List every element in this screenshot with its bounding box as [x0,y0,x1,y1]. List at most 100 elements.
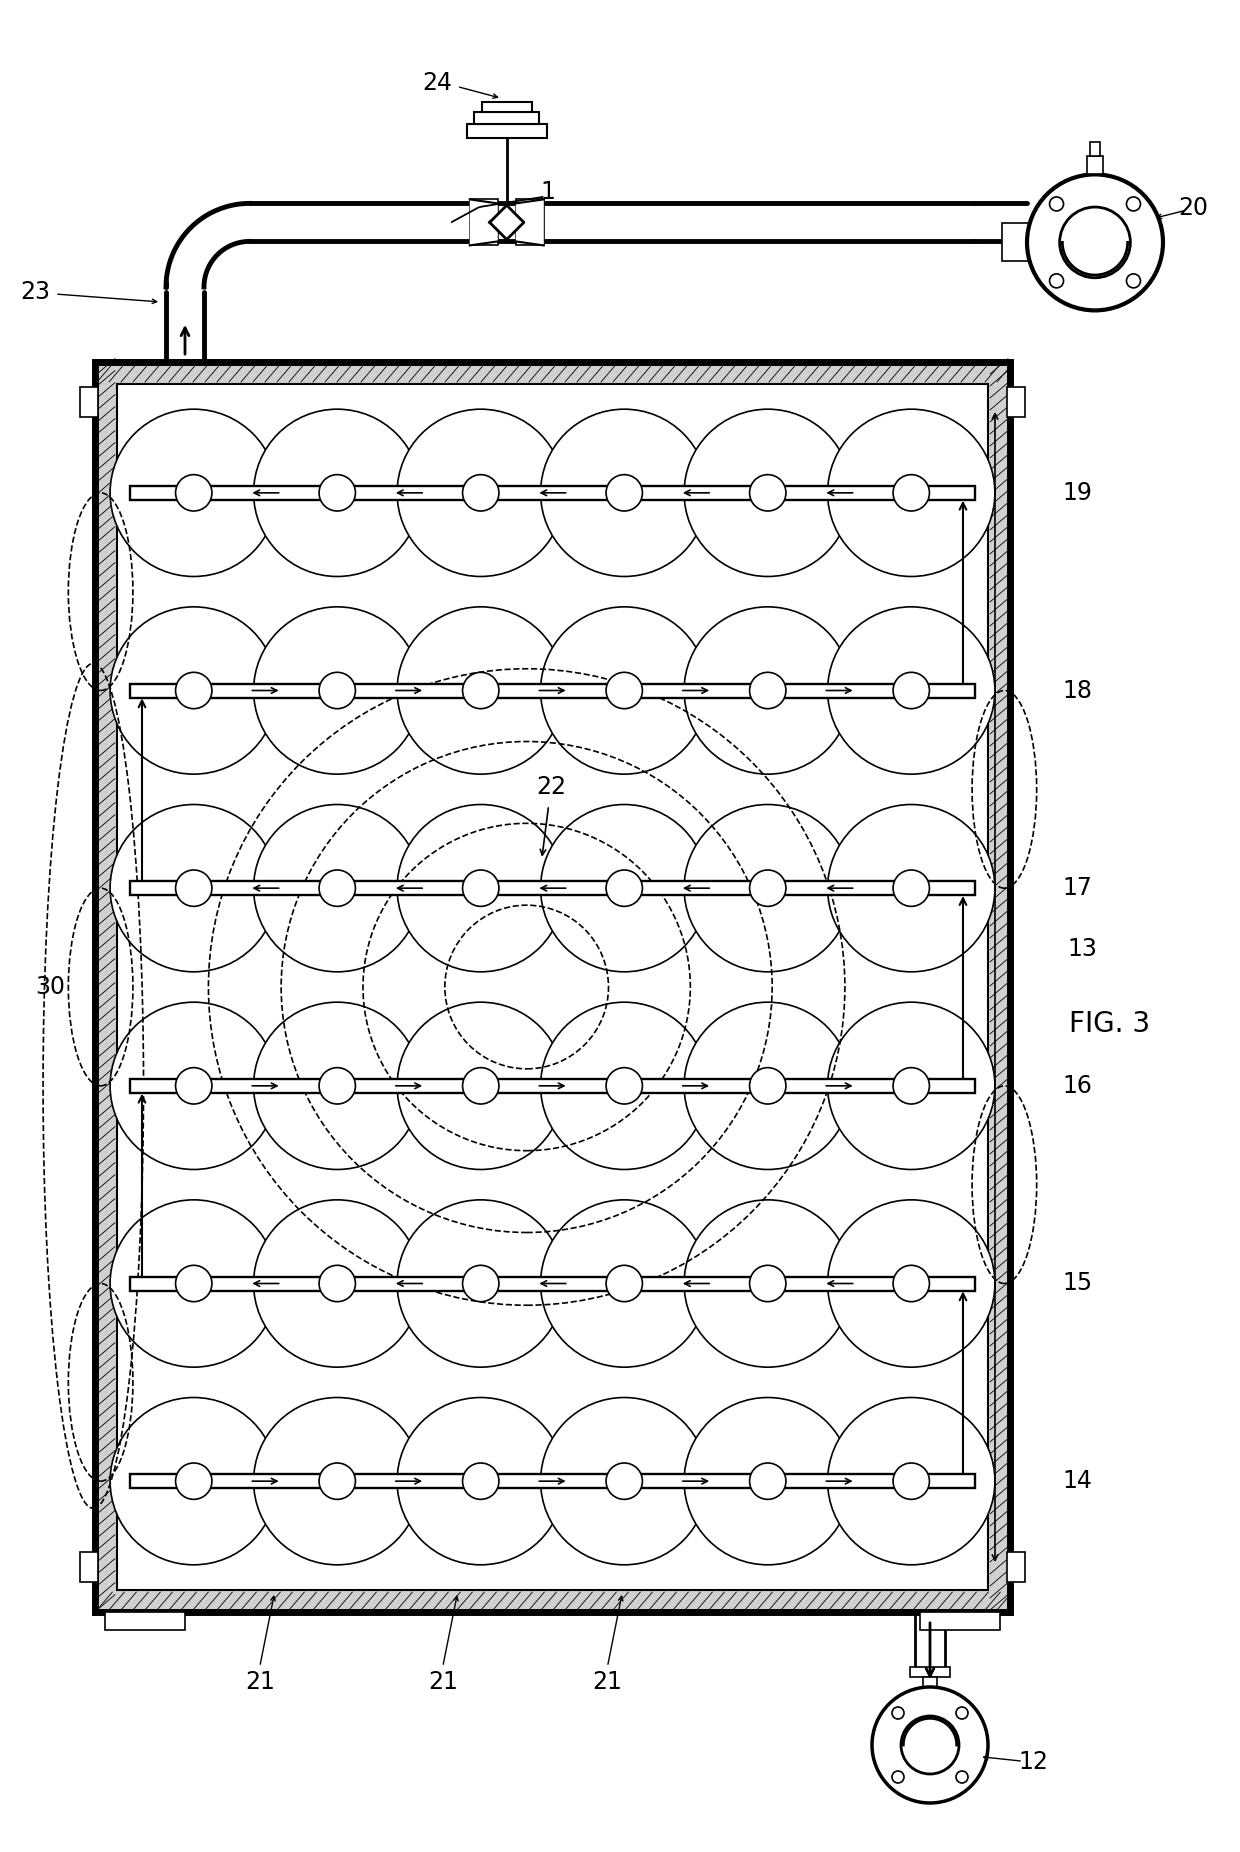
Polygon shape [516,200,544,246]
Circle shape [606,870,642,906]
Bar [130,1276,975,1291]
Text: 13: 13 [1066,937,1097,961]
Circle shape [749,672,786,709]
Circle shape [606,672,642,709]
Circle shape [893,474,930,511]
Circle shape [463,1265,498,1302]
Text: 22: 22 [537,774,567,798]
Bar [95,361,1011,1611]
Circle shape [893,672,930,709]
Bar [923,1678,937,1687]
Circle shape [749,474,786,511]
Text: 15: 15 [1061,1272,1092,1296]
Circle shape [872,1687,988,1804]
Circle shape [541,1398,708,1565]
Circle shape [110,1200,278,1367]
Circle shape [319,1265,356,1302]
Bar [910,1667,950,1678]
Circle shape [1027,174,1163,311]
Circle shape [254,1002,420,1169]
Circle shape [1049,274,1064,287]
Circle shape [606,474,642,511]
Bar [130,882,975,895]
Circle shape [397,1200,564,1367]
Circle shape [956,1771,968,1783]
Circle shape [749,870,786,906]
Circle shape [827,409,994,576]
Bar [1087,156,1104,174]
Circle shape [397,607,564,774]
Circle shape [1126,274,1141,287]
Circle shape [110,607,278,774]
Circle shape [463,1067,498,1104]
Circle shape [176,870,212,906]
Circle shape [397,1002,564,1169]
Bar [81,387,98,417]
Circle shape [463,474,498,511]
Circle shape [254,607,420,774]
Circle shape [397,1398,564,1565]
Circle shape [749,1463,786,1500]
Circle shape [176,474,212,511]
Bar [482,102,532,113]
Text: 21: 21 [244,1671,274,1695]
Circle shape [463,1463,498,1500]
Bar [81,1552,98,1582]
Text: 23: 23 [20,280,50,304]
Bar [920,1611,999,1630]
Circle shape [892,1708,904,1719]
Circle shape [110,1002,278,1169]
Bar [466,124,547,139]
Circle shape [606,1265,642,1302]
Text: 19: 19 [1061,482,1092,506]
Circle shape [827,1002,994,1169]
Bar [516,200,544,246]
Circle shape [176,1463,212,1500]
Text: 24: 24 [422,72,451,96]
Circle shape [827,607,994,774]
Text: 18: 18 [1061,678,1092,702]
Circle shape [176,672,212,709]
Circle shape [684,804,852,972]
Text: 20: 20 [1178,196,1208,220]
Bar [470,200,497,246]
Circle shape [606,1067,642,1104]
Circle shape [176,1067,212,1104]
Circle shape [541,607,708,774]
Circle shape [254,409,420,576]
Circle shape [463,870,498,906]
Text: 14: 14 [1061,1469,1092,1493]
Circle shape [684,409,852,576]
Circle shape [684,1398,852,1565]
Circle shape [541,409,708,576]
Circle shape [684,607,852,774]
Text: FIG. 3: FIG. 3 [1069,1011,1151,1039]
Bar [130,1080,975,1093]
Circle shape [1126,196,1141,211]
Circle shape [397,409,564,576]
Circle shape [319,672,356,709]
Circle shape [110,409,278,576]
Circle shape [110,804,278,972]
Bar [117,383,988,1591]
Circle shape [749,1265,786,1302]
Circle shape [1049,196,1064,211]
Circle shape [254,1200,420,1367]
Circle shape [893,1067,930,1104]
Circle shape [319,1463,356,1500]
Circle shape [606,1463,642,1500]
Text: 17: 17 [1061,876,1092,900]
Circle shape [463,672,498,709]
Circle shape [319,1067,356,1104]
Circle shape [893,1463,930,1500]
Circle shape [684,1200,852,1367]
Circle shape [901,1717,959,1774]
Circle shape [541,804,708,972]
Polygon shape [490,206,523,239]
Circle shape [684,1002,852,1169]
Bar [130,683,975,698]
Circle shape [827,804,994,972]
Bar [130,1474,975,1489]
Circle shape [254,804,420,972]
Bar [1090,143,1100,156]
